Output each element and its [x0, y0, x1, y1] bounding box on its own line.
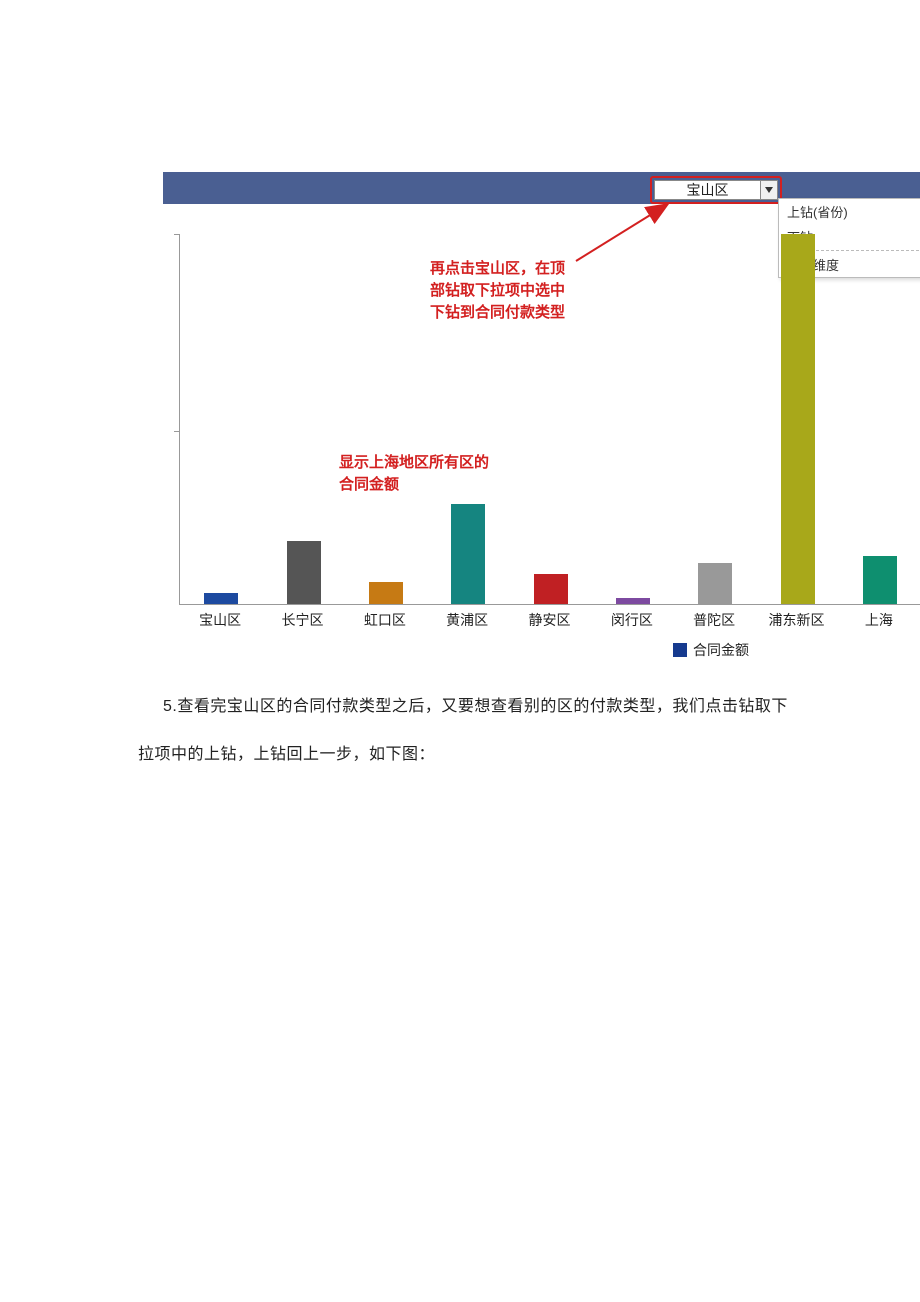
drill-dropdown-selected: 宝山区: [655, 180, 760, 200]
callout-display-note: 显示上海地区所有区的 合同金额: [339, 452, 489, 496]
chevron-down-icon: [760, 181, 777, 199]
drill-dropdown[interactable]: 宝山区: [654, 180, 778, 200]
bar[interactable]: [534, 574, 568, 604]
x-axis-label: 黄浦区: [426, 610, 508, 630]
x-axis-label: 静安区: [509, 610, 591, 630]
x-axis-label: 长宁区: [262, 610, 344, 630]
x-axis-label: 上海: [838, 610, 920, 630]
x-axis-label: 宝山区: [179, 610, 261, 630]
x-axis-label: 浦东新区: [756, 610, 838, 630]
y-tick: [174, 234, 180, 235]
bar[interactable]: [863, 556, 897, 604]
x-axis-label: 普陀区: [673, 610, 755, 630]
body-paragraph-2: 拉项中的上钻，上钻回上一步，如下图：: [138, 740, 898, 770]
bar[interactable]: [698, 563, 732, 604]
bar[interactable]: [369, 582, 403, 604]
bar[interactable]: [781, 234, 815, 604]
drill-dropdown-highlight: 宝山区: [650, 176, 782, 204]
bar[interactable]: [204, 593, 238, 604]
legend-swatch: [673, 643, 687, 657]
body-paragraph-1: 5.查看完宝山区的合同付款类型之后，又要想查看别的区的付款类型，我们点击钻取下: [163, 692, 920, 722]
x-axis-label: 虹口区: [344, 610, 426, 630]
legend-label: 合同金额: [693, 640, 749, 660]
y-tick: [174, 431, 180, 432]
chart-legend: 合同金额: [673, 640, 749, 660]
bar[interactable]: [616, 598, 650, 604]
bar[interactable]: [287, 541, 321, 604]
bar[interactable]: [451, 504, 485, 604]
callout-drill-instruction: 再点击宝山区，在顶 部钻取下拉项中选中 下钻到合同付款类型: [430, 258, 565, 324]
x-axis-label: 闵行区: [591, 610, 673, 630]
